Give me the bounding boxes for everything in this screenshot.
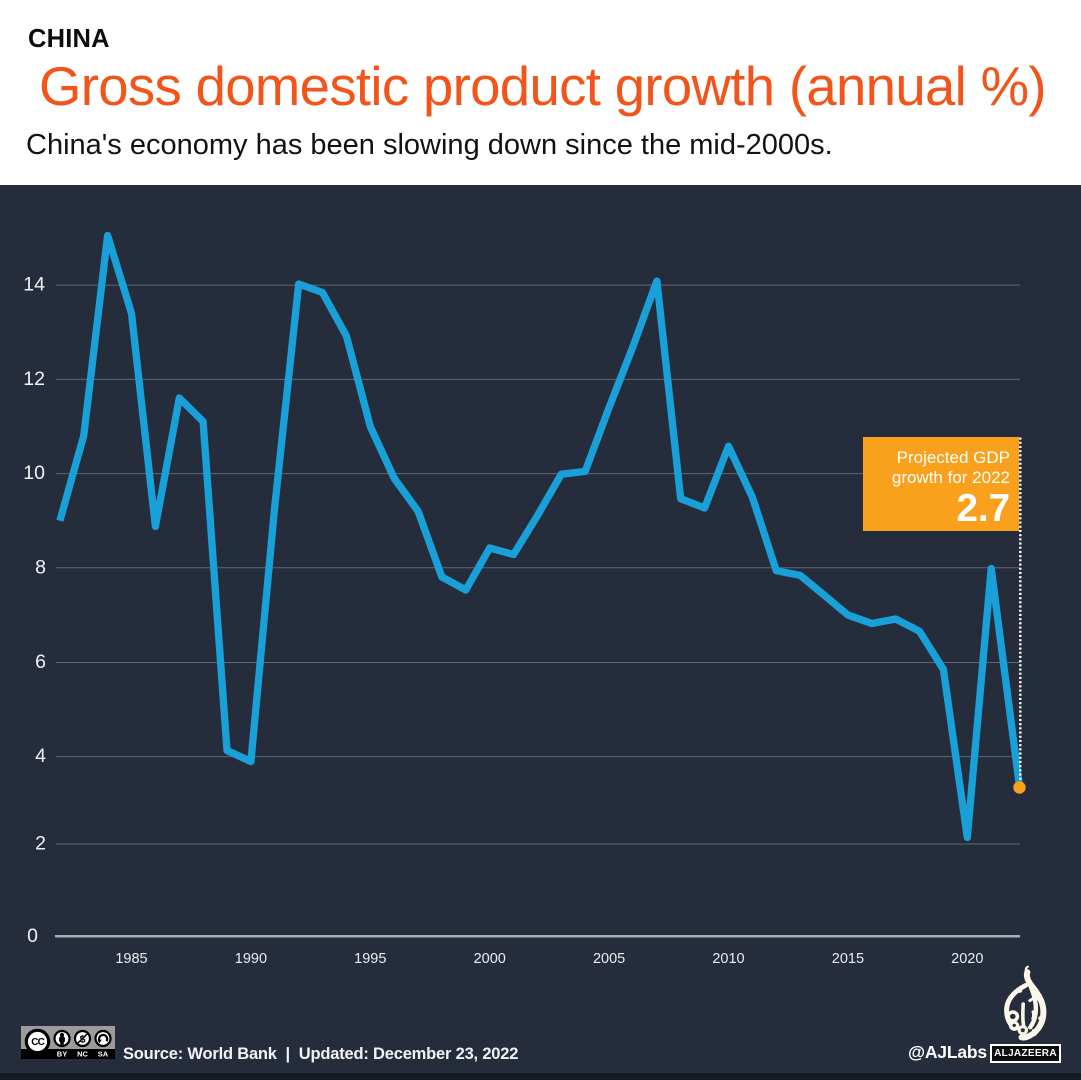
- svg-text:0: 0: [27, 925, 38, 947]
- svg-text:BY: BY: [57, 1050, 67, 1059]
- svg-text:6: 6: [35, 651, 46, 673]
- svg-text:14: 14: [23, 274, 45, 296]
- svg-text:SA: SA: [98, 1050, 109, 1059]
- svg-text:NC: NC: [77, 1050, 88, 1059]
- svg-text:10: 10: [23, 462, 45, 484]
- svg-text:4: 4: [35, 745, 46, 767]
- svg-text:CC: CC: [31, 1037, 44, 1048]
- svg-text:2020: 2020: [951, 951, 983, 967]
- svg-text:2: 2: [35, 833, 46, 855]
- svg-text:2010: 2010: [712, 951, 744, 967]
- svg-text:1995: 1995: [354, 951, 386, 967]
- svg-text:2000: 2000: [474, 951, 506, 967]
- svg-text:2005: 2005: [593, 951, 625, 967]
- svg-text:2015: 2015: [832, 951, 864, 967]
- svg-text:8: 8: [35, 556, 46, 578]
- svg-text:1985: 1985: [115, 951, 147, 967]
- svg-text:12: 12: [23, 368, 45, 390]
- svg-text:1990: 1990: [235, 951, 267, 967]
